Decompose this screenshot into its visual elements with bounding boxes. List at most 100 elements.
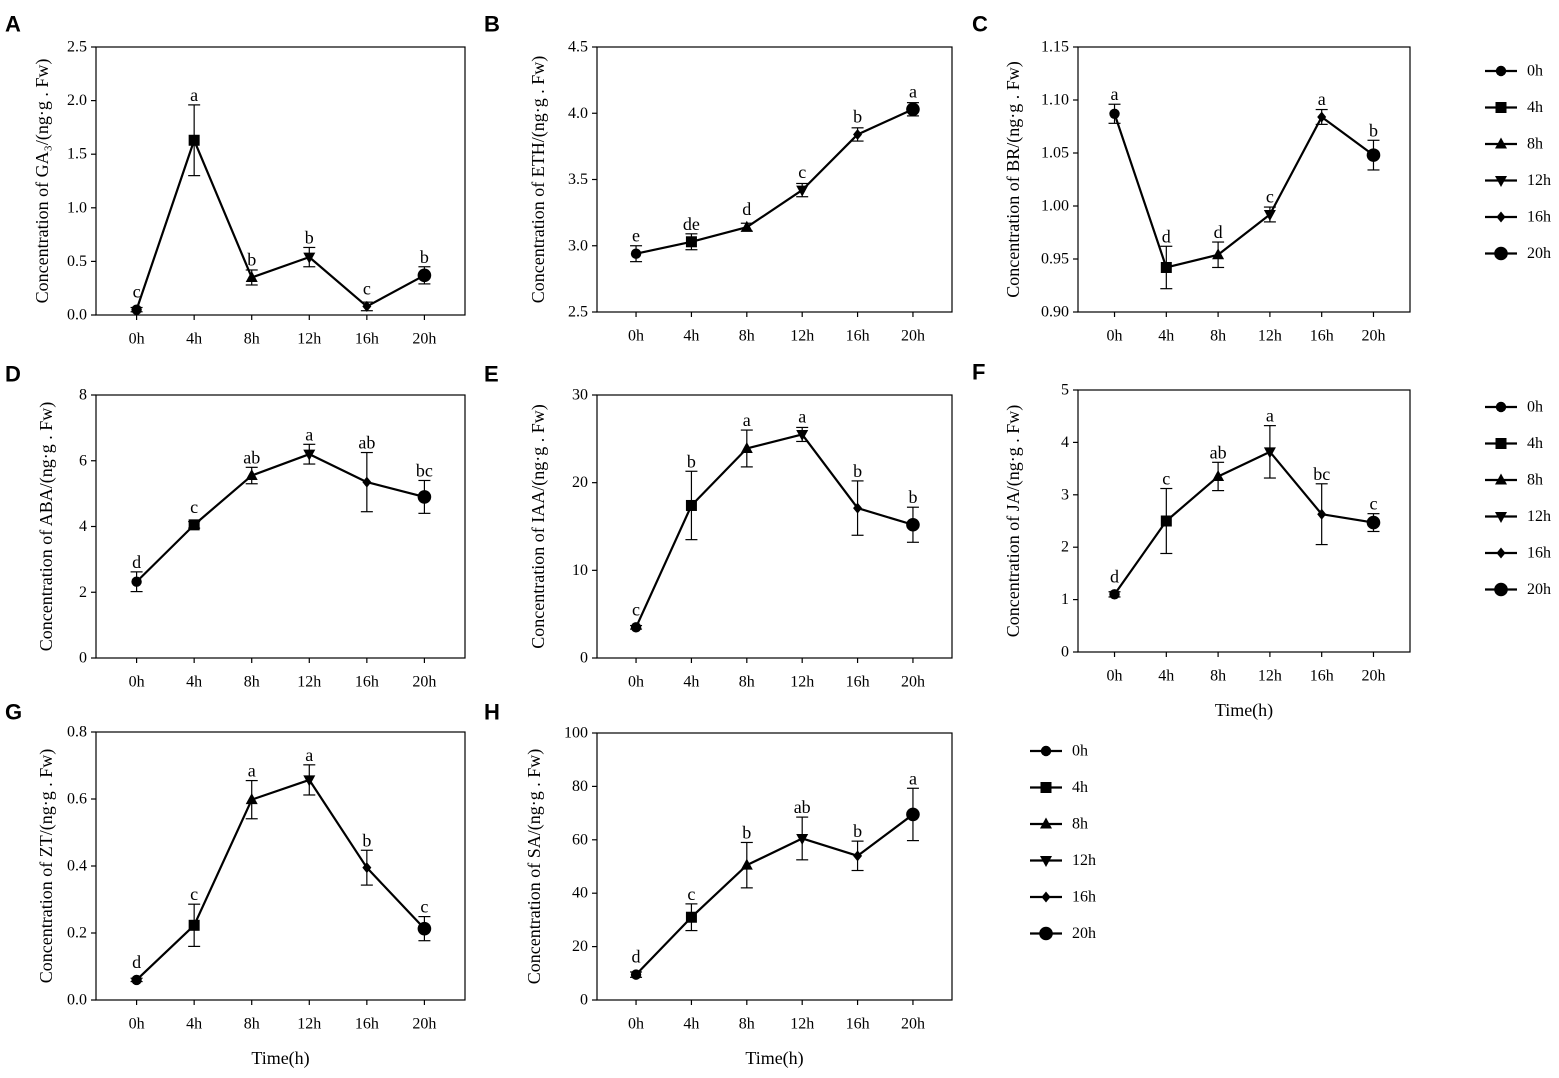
y-tick-label: 0.2 bbox=[67, 925, 87, 942]
x-tick-label: 16h bbox=[846, 328, 870, 345]
x-tick-label: 0h bbox=[129, 1016, 145, 1033]
x-axis-title: Time(h) bbox=[1215, 700, 1273, 721]
data-point bbox=[417, 921, 432, 936]
x-tick-label: 4h bbox=[683, 674, 699, 691]
y-tick-label: 0.5 bbox=[67, 253, 87, 270]
data-point bbox=[188, 519, 200, 531]
x-tick-label: 8h bbox=[244, 331, 260, 348]
y-tick-label: 0.90 bbox=[1041, 304, 1069, 321]
x-tick-label: 8h bbox=[739, 674, 755, 691]
data-point bbox=[303, 775, 316, 787]
significance-letter: b bbox=[908, 487, 917, 507]
data-point bbox=[188, 919, 200, 931]
legend-label: 12h bbox=[1527, 172, 1551, 189]
data-point bbox=[303, 449, 316, 461]
y-axis-title: Concentration of ZT/(ng·g . Fw) bbox=[36, 749, 57, 983]
y-tick-label: 0.4 bbox=[67, 858, 87, 875]
legend-marker-icon bbox=[1494, 582, 1508, 597]
y-tick-label: 20 bbox=[572, 938, 588, 955]
data-point bbox=[1212, 469, 1225, 481]
legend-marker-icon bbox=[1495, 473, 1507, 485]
y-tick-label: 4.0 bbox=[568, 105, 588, 122]
data-point bbox=[362, 300, 372, 312]
legend-marker-icon bbox=[1495, 176, 1507, 187]
data-point bbox=[362, 476, 372, 488]
series-line bbox=[1113, 450, 1374, 595]
legend-label: 12h bbox=[1072, 852, 1096, 869]
y-axis-title: Concentration of BR/(ng·g . Fw) bbox=[1003, 61, 1024, 297]
y-tick-label: 1.0 bbox=[67, 199, 87, 216]
x-tick-label: 12h bbox=[297, 674, 321, 691]
legend-label: 20h bbox=[1072, 925, 1096, 942]
legend-marker-icon bbox=[1495, 512, 1507, 523]
x-tick-label: 20h bbox=[901, 1016, 925, 1033]
y-tick-label: 2 bbox=[1061, 539, 1069, 556]
y-tick-label: 30 bbox=[572, 387, 588, 404]
legend-marker-icon bbox=[1040, 856, 1052, 867]
y-tick-label: 10 bbox=[572, 562, 588, 579]
significance-letter: a bbox=[1111, 84, 1119, 104]
legend-item: 20h bbox=[1485, 581, 1551, 598]
x-tick-label: 16h bbox=[1310, 668, 1334, 685]
plot-frame bbox=[1077, 46, 1411, 313]
x-tick-label: 8h bbox=[739, 328, 755, 345]
significance-letter: a bbox=[1318, 89, 1326, 109]
plot-frame bbox=[95, 731, 466, 1001]
legend-marker-icon bbox=[1496, 547, 1506, 559]
significance-letter: a bbox=[1266, 406, 1274, 426]
legend-label: 0h bbox=[1527, 399, 1543, 416]
data-point bbox=[1160, 515, 1172, 527]
data-point bbox=[1366, 515, 1381, 530]
significance-letter: a bbox=[248, 761, 256, 781]
data-point bbox=[303, 252, 316, 264]
x-axis-title: Time(h) bbox=[745, 1048, 803, 1069]
significance-letter: d bbox=[132, 552, 141, 572]
significance-letter: b bbox=[687, 451, 696, 471]
x-tick-label: 16h bbox=[355, 331, 379, 348]
y-axis-title: Concentration of JA/(ng·g . Fw) bbox=[1003, 405, 1024, 637]
significance-letter: ab bbox=[358, 433, 375, 453]
significance-letter: c bbox=[420, 897, 428, 917]
legend-marker-icon bbox=[1496, 211, 1506, 223]
significance-letter: d bbox=[632, 947, 641, 967]
y-tick-label: 20 bbox=[572, 474, 588, 491]
significance-letter: b bbox=[305, 227, 314, 247]
x-tick-label: 8h bbox=[244, 1016, 260, 1033]
y-tick-label: 3.5 bbox=[568, 171, 588, 188]
y-tick-label: 4.5 bbox=[568, 39, 588, 56]
legend-marker-icon bbox=[1494, 246, 1508, 261]
legend-item: 20h bbox=[1485, 245, 1551, 262]
significance-letter: d bbox=[1110, 566, 1119, 586]
y-tick-label: 1.00 bbox=[1041, 198, 1069, 215]
x-tick-label: 0h bbox=[628, 1016, 644, 1033]
y-tick-label: 0.95 bbox=[1041, 251, 1069, 268]
y-tick-label: 2 bbox=[79, 584, 87, 601]
x-tick-label: 4h bbox=[186, 331, 202, 348]
legend-label: 8h bbox=[1072, 816, 1088, 833]
data-point bbox=[906, 102, 920, 117]
panel-a: A 0.0 0.5 1.0 1.5 2.0 2.5 0h 4h 8h 12h 16h 20h Concen… bbox=[5, 12, 466, 348]
data-point bbox=[1263, 209, 1276, 221]
x-tick-label: 4h bbox=[186, 674, 202, 691]
significance-letter: e bbox=[632, 226, 640, 246]
y-tick-label: 0.6 bbox=[67, 791, 87, 808]
legend-marker-icon bbox=[1039, 926, 1053, 941]
plot-frame bbox=[95, 394, 466, 659]
data-point bbox=[417, 490, 432, 504]
legend-item: 12h bbox=[1030, 852, 1096, 869]
significance-letter: a bbox=[909, 81, 917, 101]
x-tick-label: 12h bbox=[1258, 328, 1282, 345]
legend-marker-icon bbox=[1041, 891, 1051, 903]
x-tick-label: 4h bbox=[683, 1016, 699, 1033]
legend-label: 4h bbox=[1527, 99, 1543, 116]
panel-b: B 2.5 3.0 3.5 4.0 4.5 0h 4h 8h 12h 16h 20h Concentra… bbox=[484, 12, 953, 345]
data-point bbox=[131, 974, 142, 986]
data-point bbox=[906, 517, 920, 532]
x-tick-label: 16h bbox=[846, 1016, 870, 1033]
legend-marker-icon bbox=[1495, 438, 1507, 449]
legend-middle: 0h 4h 8h 12h 16h 20h bbox=[1485, 399, 1551, 598]
legend-marker-icon bbox=[1495, 401, 1507, 413]
y-tick-label: 4 bbox=[79, 518, 87, 535]
x-tick-label: 4h bbox=[186, 1016, 202, 1033]
